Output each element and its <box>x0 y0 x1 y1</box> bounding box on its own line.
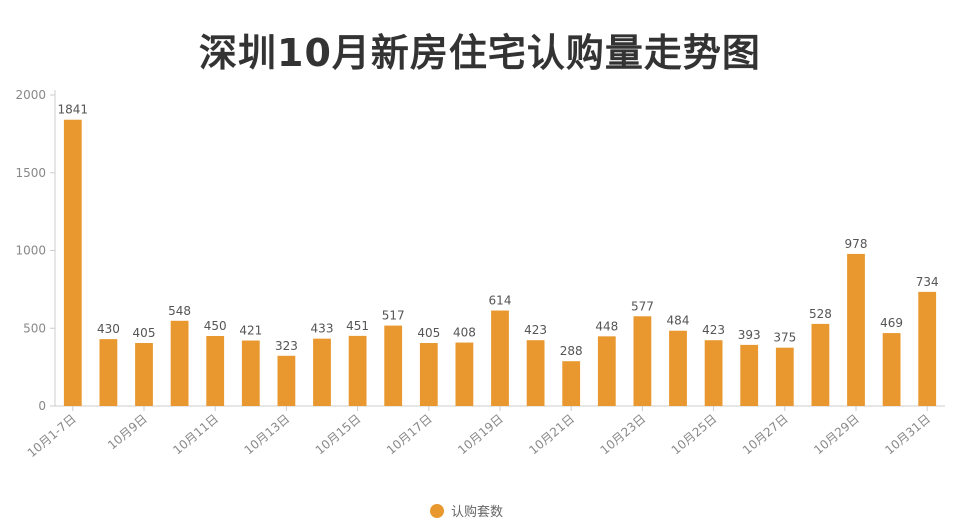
data-label: 451 <box>346 319 369 333</box>
x-tick-label: 10月9日 <box>105 412 150 453</box>
y-tick-label: 1500 <box>15 166 46 180</box>
bar <box>419 343 438 406</box>
bar <box>669 330 687 406</box>
data-label: 450 <box>204 319 227 333</box>
legend-marker <box>430 504 444 518</box>
bar <box>491 310 509 406</box>
data-label: 448 <box>595 319 618 333</box>
x-tick-label: 10月27日 <box>740 412 791 458</box>
data-label: 408 <box>453 326 476 340</box>
data-label: 433 <box>311 322 334 336</box>
y-axis: 0 500 1000 1500 2000 <box>15 88 56 413</box>
data-label: 1841 <box>58 103 89 117</box>
bars-group <box>63 119 937 407</box>
bar <box>63 119 82 407</box>
bar <box>241 340 260 406</box>
data-labels-group: 1841 430 405 548 450 421 323 433 451 517 405 408 614… <box>58 103 939 358</box>
data-label: 375 <box>773 331 796 345</box>
data-label: 614 <box>489 294 512 308</box>
data-label: 517 <box>382 309 405 323</box>
data-label: 423 <box>524 323 547 337</box>
legend-label: 认购套数 <box>451 504 503 520</box>
bar <box>206 336 225 406</box>
legend: 认购套数 <box>430 504 503 520</box>
bar <box>170 320 189 406</box>
data-label: 423 <box>702 323 725 337</box>
bar <box>348 335 367 406</box>
bar <box>135 343 153 406</box>
data-label: 421 <box>239 324 262 338</box>
y-tick-label: 0 <box>38 399 46 413</box>
bar <box>633 316 652 406</box>
data-label: 548 <box>168 304 191 318</box>
chart-title: 深圳10月新房住宅认购量走势图 <box>199 31 761 75</box>
data-label: 288 <box>560 344 583 358</box>
data-label: 430 <box>97 322 120 336</box>
bar <box>740 344 759 406</box>
y-tick-label: 2000 <box>15 88 46 102</box>
data-label: 323 <box>275 339 298 353</box>
data-label: 405 <box>417 326 440 340</box>
x-tick-label: 10月15日 <box>313 412 364 458</box>
y-tick-label: 1000 <box>15 244 46 258</box>
x-tick-label: 10月17日 <box>384 412 435 458</box>
data-label: 577 <box>631 299 654 313</box>
bar <box>597 336 616 406</box>
x-tick-label: 10月25日 <box>669 412 720 458</box>
bar <box>455 342 474 406</box>
x-tick-label: 10月23日 <box>598 412 649 458</box>
bar <box>99 339 118 406</box>
data-label: 528 <box>809 307 832 321</box>
x-tick-label: 10月31日 <box>882 412 933 458</box>
bar <box>384 325 403 406</box>
bar <box>526 340 545 406</box>
data-label: 469 <box>880 316 903 330</box>
x-tick-label: 10月29日 <box>811 412 862 458</box>
x-tick-label: 10月19日 <box>455 412 506 458</box>
x-tick-label: 10月11日 <box>170 412 221 458</box>
bar <box>704 340 723 406</box>
bar <box>811 323 830 406</box>
bar <box>313 338 331 406</box>
bar <box>562 361 581 406</box>
bar <box>882 333 901 406</box>
bar <box>277 355 296 406</box>
bar <box>775 347 794 406</box>
y-tick-label: 500 <box>23 321 46 335</box>
bar <box>847 253 865 406</box>
data-label: 393 <box>738 328 761 342</box>
x-axis: 10月1-7日 10月9日 10月11日 10月13日 10月15日 10月17日 10月1… <box>25 405 945 461</box>
data-label: 405 <box>133 326 156 340</box>
x-tick-label: 10月13日 <box>242 412 293 458</box>
bar <box>918 291 937 406</box>
x-tick-label: 10月21日 <box>526 412 577 458</box>
x-tick-label: 10月1-7日 <box>25 412 79 461</box>
data-label: 734 <box>916 275 939 289</box>
data-label: 978 <box>845 237 868 251</box>
data-label: 484 <box>667 314 690 328</box>
